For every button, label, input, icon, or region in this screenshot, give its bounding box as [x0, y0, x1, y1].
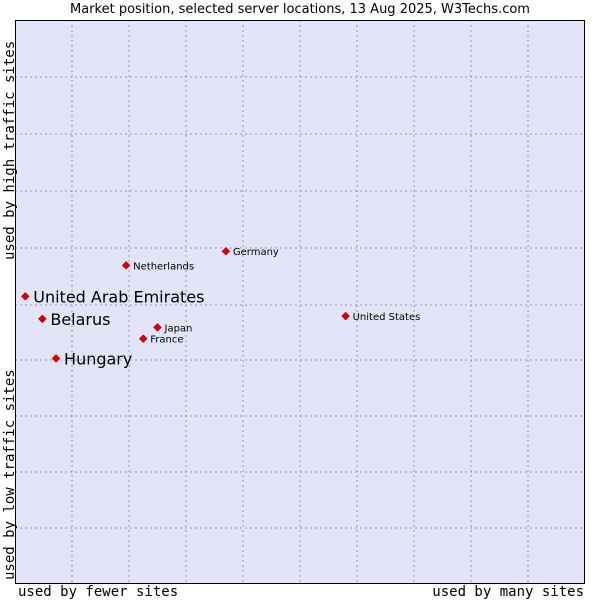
data-point [341, 311, 350, 321]
y-axis-label-low: used by low traffic sites [2, 369, 18, 580]
data-point [38, 314, 47, 324]
y-axis-label-high: used by high traffic sites [2, 40, 18, 260]
x-axis-label-low: used by fewer sites [18, 584, 179, 600]
data-point [221, 246, 231, 256]
data-point [20, 292, 30, 301]
data-point [138, 334, 148, 344]
data-point [51, 354, 61, 363]
plot-border [15, 20, 585, 584]
x-axis-label-high: used by many sites [432, 584, 584, 600]
chart-title: Market position, selected server locatio… [70, 2, 530, 17]
data-point [153, 323, 162, 332]
data-point [121, 260, 131, 270]
data-label: Germany [233, 247, 279, 258]
data-label: Netherlands [133, 261, 194, 272]
data-label: France [150, 335, 183, 346]
data-label: Belarus [50, 310, 110, 329]
data-label: Hungary [64, 349, 132, 368]
data-label: United States [353, 312, 421, 323]
data-label: United Arab Emirates [33, 287, 204, 306]
data-label: Japan [164, 323, 193, 334]
